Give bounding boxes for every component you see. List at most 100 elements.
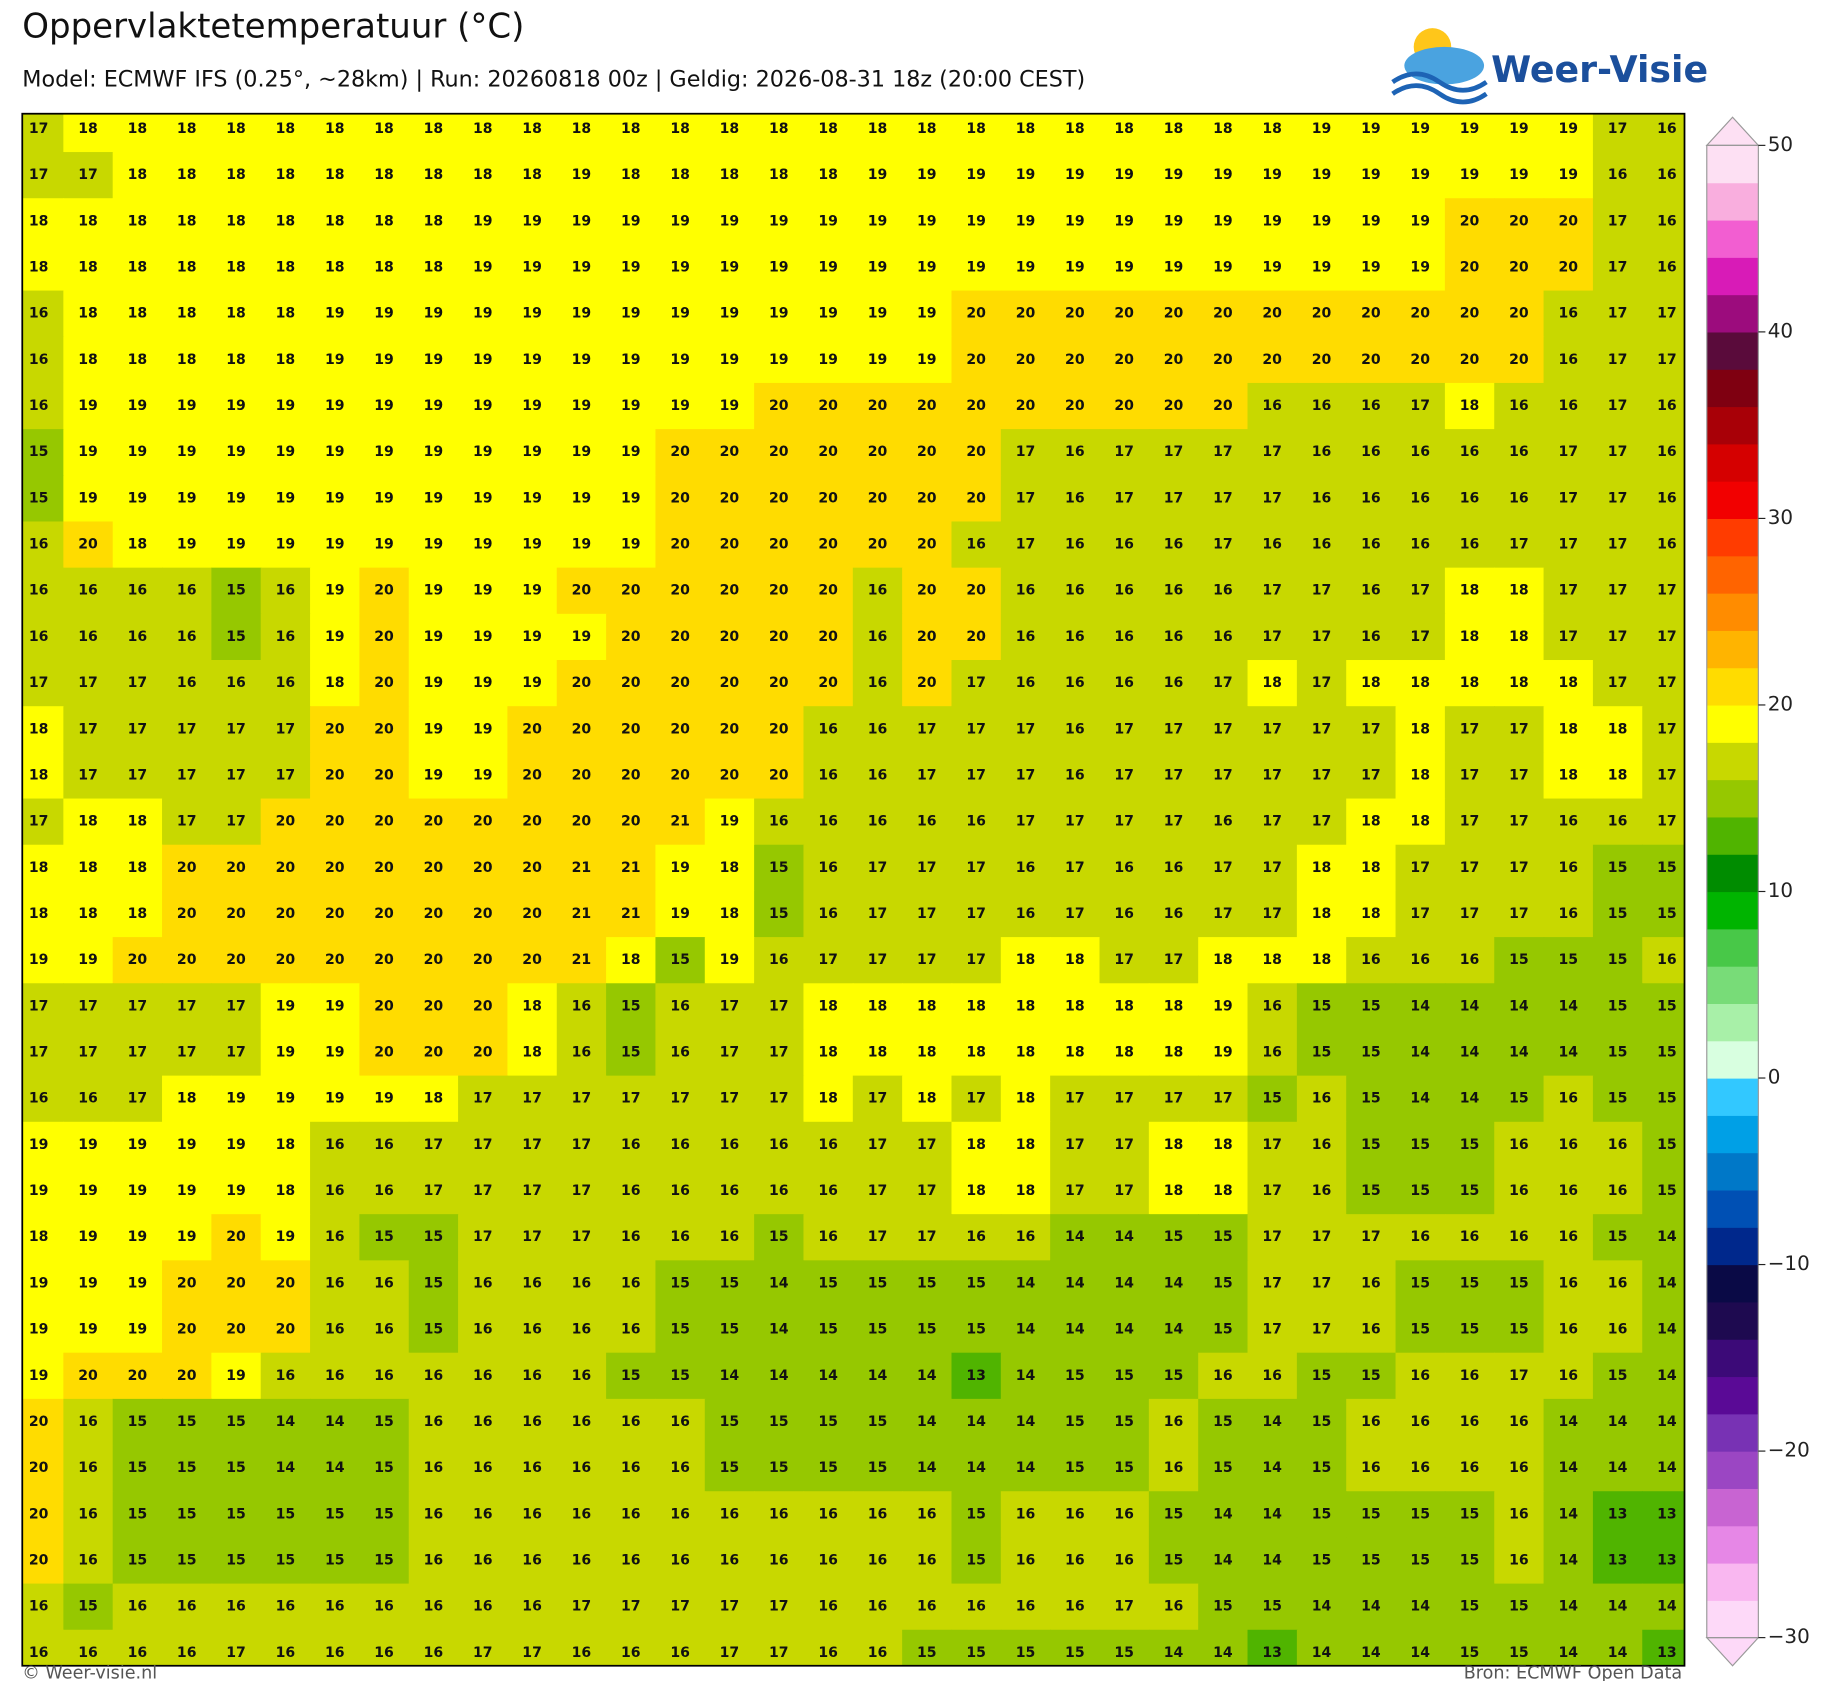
temperature-cell (408, 521, 459, 569)
temperature-cell (359, 1306, 410, 1354)
temperature-cell (1198, 198, 1249, 246)
temperature-cell (1296, 752, 1347, 800)
temperature-label: 15 (1213, 1414, 1233, 1430)
temperature-cell (754, 613, 805, 661)
temperature-cell (458, 152, 509, 199)
temperature-label: 17 (1410, 860, 1430, 876)
temperature-cell (22, 567, 65, 615)
temperature-cell (1444, 890, 1495, 938)
temperature-label: 20 (621, 721, 641, 737)
temperature-cell (556, 244, 607, 292)
temperature-label: 16 (1410, 444, 1430, 460)
temperature-label: 16 (78, 1414, 98, 1430)
temperature-cell (1000, 113, 1051, 153)
temperature-cell (1198, 844, 1249, 892)
colorbar-bin (1706, 593, 1759, 631)
temperature-cell (1346, 475, 1397, 523)
temperature-cell (507, 660, 558, 707)
temperature-cell (211, 429, 262, 476)
temperature-label: 17 (1065, 1137, 1085, 1153)
temperature-cell (1296, 1260, 1347, 1308)
temperature-label: 16 (473, 1460, 493, 1476)
temperature-label: 16 (325, 1183, 345, 1199)
temperature-label: 19 (769, 352, 789, 368)
temperature-label: 20 (473, 814, 493, 830)
temperature-cell (1444, 613, 1495, 661)
temperature-label: 16 (1262, 398, 1282, 414)
temperature-cell (1444, 429, 1495, 476)
temperature-cell (655, 1214, 706, 1262)
temperature-cell (951, 290, 1002, 338)
temperature-label: 16 (720, 1183, 740, 1199)
temperature-label: 15 (128, 1460, 148, 1476)
temperature-cell (310, 1214, 361, 1262)
temperature-label: 15 (769, 860, 789, 876)
temperature-label: 15 (1657, 906, 1677, 922)
temperature-label: 18 (1361, 906, 1381, 922)
temperature-label: 20 (818, 629, 838, 645)
temperature-label: 17 (1558, 583, 1578, 599)
temperature-cell (507, 475, 558, 523)
temperature-label: 18 (226, 121, 246, 137)
temperature-label: 17 (276, 767, 296, 783)
temperature-cell (902, 1029, 953, 1077)
temperature-cell (1642, 613, 1685, 661)
colorbar-tick-label: 10 (1768, 879, 1793, 902)
temperature-cell (1000, 1029, 1051, 1077)
temperature-label: 17 (720, 1091, 740, 1107)
temperature-label: 18 (1410, 814, 1430, 830)
temperature-cell (1296, 1167, 1347, 1215)
temperature-cell (1099, 475, 1150, 523)
temperature-cell (1050, 798, 1101, 846)
temperature-label: 17 (1262, 814, 1282, 830)
temperature-label: 16 (522, 1414, 542, 1430)
temperature-cell (1148, 983, 1199, 1031)
temperature-label: 15 (1608, 860, 1628, 876)
temperature-label: 17 (1262, 1229, 1282, 1245)
colorbar-bin (1706, 1525, 1759, 1564)
temperature-cell (211, 290, 262, 338)
temperature-cell (63, 1214, 114, 1262)
temperature-cell (1592, 113, 1643, 153)
temperature-cell (507, 1029, 558, 1077)
temperature-cell (902, 567, 953, 615)
temperature-cell (310, 1029, 361, 1077)
temperature-label: 16 (621, 1322, 641, 1338)
temperature-cell (211, 336, 262, 384)
temperature-label: 17 (1164, 721, 1184, 737)
temperature-cell (458, 983, 509, 1031)
temperature-label: 20 (226, 1322, 246, 1338)
temperature-label: 16 (1065, 1599, 1085, 1615)
temperature-cell (63, 1260, 114, 1308)
temperature-label: 20 (720, 629, 740, 645)
temperature-cell (1050, 1260, 1101, 1308)
temperature-cell (359, 382, 410, 430)
temperature-cell (803, 1167, 854, 1215)
temperature-label: 20 (128, 1368, 148, 1384)
temperature-cell (408, 1029, 459, 1077)
temperature-label: 20 (769, 490, 789, 506)
temperature-label: 15 (1213, 1460, 1233, 1476)
temperature-cell (1642, 290, 1685, 338)
temperature-cell (1346, 567, 1397, 615)
temperature-label: 15 (966, 1322, 986, 1338)
temperature-label: 18 (670, 121, 690, 137)
temperature-label: 18 (128, 537, 148, 553)
temperature-cell (655, 798, 706, 846)
temperature-cell (310, 937, 361, 984)
temperature-cell (556, 113, 607, 153)
temperature-label: 20 (868, 398, 888, 414)
temperature-cell (1099, 983, 1150, 1031)
temperature-cell (22, 798, 65, 846)
temperature-label: 15 (670, 1368, 690, 1384)
colorbar-bin (1706, 1413, 1759, 1452)
temperature-label: 17 (29, 675, 49, 691)
temperature-label: 15 (1558, 952, 1578, 968)
footer-left: © Weer-visie.nl (22, 1664, 157, 1681)
temperature-label: 20 (276, 952, 296, 968)
temperature-cell (852, 1121, 903, 1169)
temperature-label: 16 (868, 1599, 888, 1615)
temperature-cell (1494, 1121, 1545, 1169)
temperature-cell (1050, 198, 1101, 246)
temperature-label: 18 (522, 998, 542, 1014)
